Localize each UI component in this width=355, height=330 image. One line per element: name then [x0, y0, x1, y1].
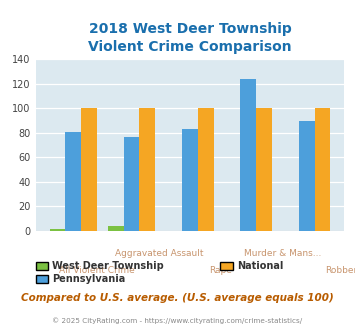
- Text: Compared to U.S. average. (U.S. average equals 100): Compared to U.S. average. (U.S. average …: [21, 293, 334, 303]
- Text: Pennsylvania: Pennsylvania: [52, 274, 125, 284]
- Text: Aggravated Assault: Aggravated Assault: [115, 249, 203, 258]
- Bar: [140, 109, 155, 231]
- Bar: [299, 121, 315, 231]
- Text: West Deer Township: West Deer Township: [52, 261, 164, 271]
- Text: National: National: [237, 261, 283, 271]
- Text: Robbery: Robbery: [326, 266, 355, 275]
- Text: © 2025 CityRating.com - https://www.cityrating.com/crime-statistics/: © 2025 CityRating.com - https://www.city…: [53, 317, 302, 324]
- Bar: [65, 132, 81, 231]
- Bar: [240, 79, 256, 231]
- Bar: [198, 109, 214, 231]
- Bar: [124, 137, 140, 231]
- Text: Rape: Rape: [209, 266, 232, 275]
- Bar: [256, 109, 272, 231]
- Bar: [315, 109, 330, 231]
- Text: All Violent Crime: All Violent Crime: [59, 266, 135, 275]
- Bar: [81, 109, 97, 231]
- Text: Murder & Mans...: Murder & Mans...: [244, 249, 321, 258]
- Bar: [108, 226, 124, 231]
- Bar: [182, 129, 198, 231]
- Bar: [50, 229, 65, 231]
- Title: 2018 West Deer Township
Violent Crime Comparison: 2018 West Deer Township Violent Crime Co…: [88, 22, 292, 54]
